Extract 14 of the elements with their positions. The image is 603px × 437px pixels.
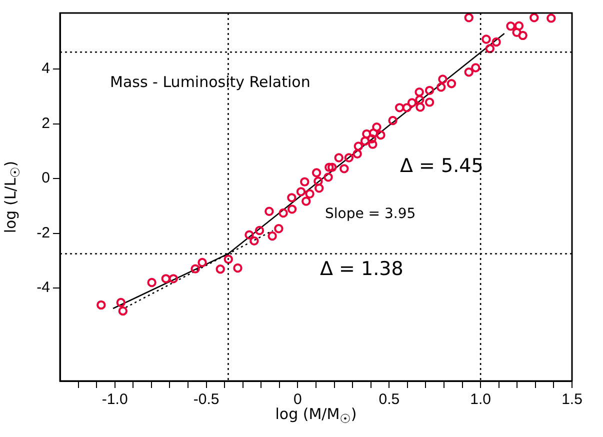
- x-tick-label: -1.0: [102, 391, 128, 408]
- x-tick-label: 0.5: [378, 391, 400, 408]
- x-tick-label: -0.5: [193, 391, 220, 408]
- annotation: Mass - Luminosity Relation: [110, 73, 310, 91]
- x-tick-label: 1.0: [470, 391, 491, 408]
- y-tick-label: -4: [36, 279, 50, 296]
- y-tick-label: 2: [42, 114, 50, 132]
- x-tick-label: 1.5: [562, 391, 582, 408]
- y-tick-label: 4: [42, 60, 50, 78]
- y-tick-label: 0: [42, 170, 50, 187]
- y-tick-label: -2: [36, 224, 50, 242]
- annotation: Δ = 5.45: [400, 155, 484, 177]
- annotation: Slope = 3.95: [325, 206, 416, 222]
- annotation: Δ = 1.38: [320, 258, 404, 280]
